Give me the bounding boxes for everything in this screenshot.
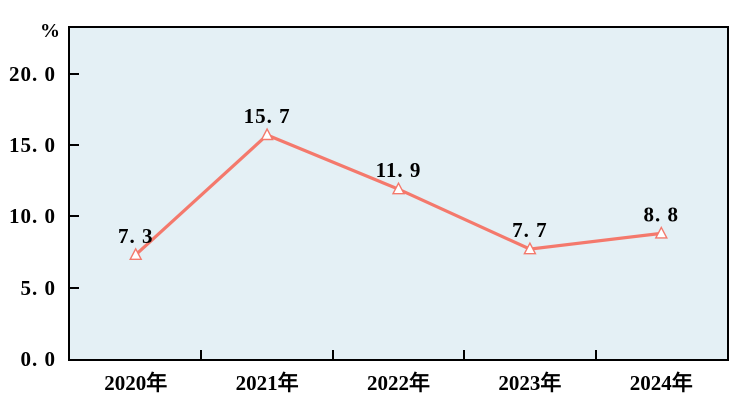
y-tick-label: 10. 0 xyxy=(9,204,56,229)
data-point-marker xyxy=(129,247,143,261)
x-tick-label: 2023年 xyxy=(498,371,562,395)
x-tick-mark xyxy=(200,350,203,359)
data-point-marker xyxy=(260,127,274,141)
chart-plot-svg: 7. 3 15. 7 11. 9 7. 7 8. 8 xyxy=(118,104,680,261)
y-tick-label: 15. 0 xyxy=(9,132,56,157)
series-line xyxy=(134,133,662,256)
y-tick-mark xyxy=(70,215,79,218)
x-tick-label: 2022年 xyxy=(367,371,430,395)
x-tick-label: 2020年 xyxy=(104,371,168,395)
x-tick-mark xyxy=(331,350,334,359)
x-tick-label: 2024年 xyxy=(629,371,693,395)
y-tick-label: 5. 0 xyxy=(20,275,56,300)
data-point-marker xyxy=(391,181,406,195)
x-tick-label: 2021年 xyxy=(235,371,299,395)
x-tick-mark xyxy=(594,350,597,359)
y-tick-label: 20. 0 xyxy=(9,61,56,86)
x-tick-mark xyxy=(463,350,466,359)
y-tick-mark xyxy=(70,286,79,289)
data-point-label: 7. 3 xyxy=(118,224,154,248)
y-tick-mark xyxy=(70,143,79,146)
data-point-label: 7. 7 xyxy=(512,218,548,242)
data-point-label: 8. 8 xyxy=(644,202,680,226)
data-point-label: 15. 7 xyxy=(244,104,291,128)
data-point-marker xyxy=(523,241,537,255)
data-point-label: 11. 9 xyxy=(376,158,422,182)
y-axis-unit-label: % xyxy=(40,20,60,42)
plot-area: 7. 3 15. 7 11. 9 7. 7 8. 8 xyxy=(68,26,729,361)
y-tick-mark xyxy=(70,72,79,75)
y-tick-label: 0. 0 xyxy=(20,347,56,371)
data-point-marker xyxy=(654,225,668,239)
